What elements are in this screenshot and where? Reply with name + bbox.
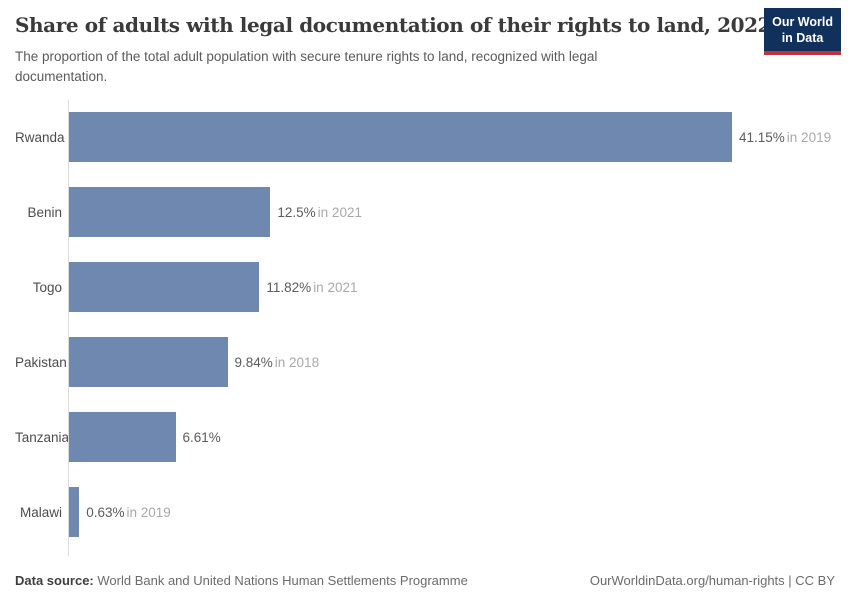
country-label: Rwanda — [15, 129, 65, 145]
country-label: Benin — [27, 204, 62, 220]
value-year: in 2021 — [313, 279, 358, 295]
value-number: 6.61% — [182, 429, 221, 445]
bar-row-benin: Benin 12.5% in 2021 — [15, 175, 835, 250]
value-number: 41.15% — [739, 129, 785, 145]
bar[interactable] — [69, 487, 80, 537]
bar-track: 0.63% in 2019 — [68, 475, 835, 550]
owid-logo[interactable]: Our World in Data — [764, 8, 841, 55]
value-label: 9.84% in 2018 — [235, 355, 320, 370]
country-label: Tanzania — [15, 429, 70, 445]
bar[interactable] — [69, 112, 732, 162]
value-label: 6.61% — [183, 430, 221, 445]
owid-logo-text-line1: Our World — [772, 15, 833, 29]
value-label: 12.5% in 2021 — [277, 205, 362, 220]
bar-row-pakistan: Pakistan 9.84% in 2018 — [15, 325, 835, 400]
bar-row-togo: Togo 11.82% in 2021 — [15, 250, 835, 325]
data-source-label: Data source: — [15, 573, 94, 588]
bar-track: 9.84% in 2018 — [68, 325, 835, 400]
country-label: Pakistan — [15, 354, 67, 370]
bar-track: 6.61% — [68, 400, 835, 475]
country-label: Togo — [32, 279, 62, 295]
bar[interactable] — [69, 187, 271, 237]
bar-track: 11.82% in 2021 — [68, 250, 835, 325]
chart-subtitle: The proportion of the total adult popula… — [15, 49, 598, 85]
owid-logo-text-line2: in Data — [781, 31, 824, 46]
chart-header: Share of adults with legal documentation… — [15, 0, 841, 88]
value-year: in 2019 — [126, 504, 171, 520]
data-source: Data source: World Bank and United Natio… — [15, 573, 468, 588]
value-year: in 2019 — [786, 129, 832, 145]
value-number: 9.84% — [234, 354, 273, 370]
value-number: 11.82% — [266, 279, 312, 295]
bar-chart-rows: Rwanda 41.15% in 2019 Benin 12.5% in 2021 Togo… — [15, 99, 835, 556]
value-label: 41.15% in 2019 — [739, 130, 831, 145]
credit-link[interactable]: OurWorldinData.org/human-rights | CC BY — [589, 573, 835, 588]
value-label: 11.82% in 2021 — [266, 280, 357, 295]
chart-footer: Data source: World Bank and United Natio… — [15, 573, 835, 588]
bar-row-rwanda: Rwanda 41.15% in 2019 — [15, 100, 835, 175]
bar-row-tanzania: Tanzania 6.61% — [15, 400, 835, 475]
country-label: Malawi — [19, 504, 62, 520]
bar[interactable] — [69, 337, 228, 387]
value-number: 12.5% — [277, 204, 316, 220]
bar[interactable] — [69, 412, 176, 462]
value-year: in 2018 — [274, 354, 320, 370]
value-number: 0.63% — [86, 504, 125, 520]
chart-title: Share of adults with legal documentation… — [15, 13, 772, 37]
bar-row-malawi: Malawi 0.63% in 2019 — [15, 475, 835, 550]
value-year: in 2021 — [317, 204, 362, 220]
bar-track: 41.15% in 2019 — [68, 100, 835, 175]
data-source-text: World Bank and United Nations Human Sett… — [97, 573, 468, 588]
value-label: 0.63% in 2019 — [86, 505, 171, 520]
bar-chart: Rwanda 41.15% in 2019 Benin 12.5% in 2021 Togo… — [15, 99, 835, 556]
bar[interactable] — [69, 262, 260, 312]
bar-track: 12.5% in 2021 — [68, 175, 835, 250]
